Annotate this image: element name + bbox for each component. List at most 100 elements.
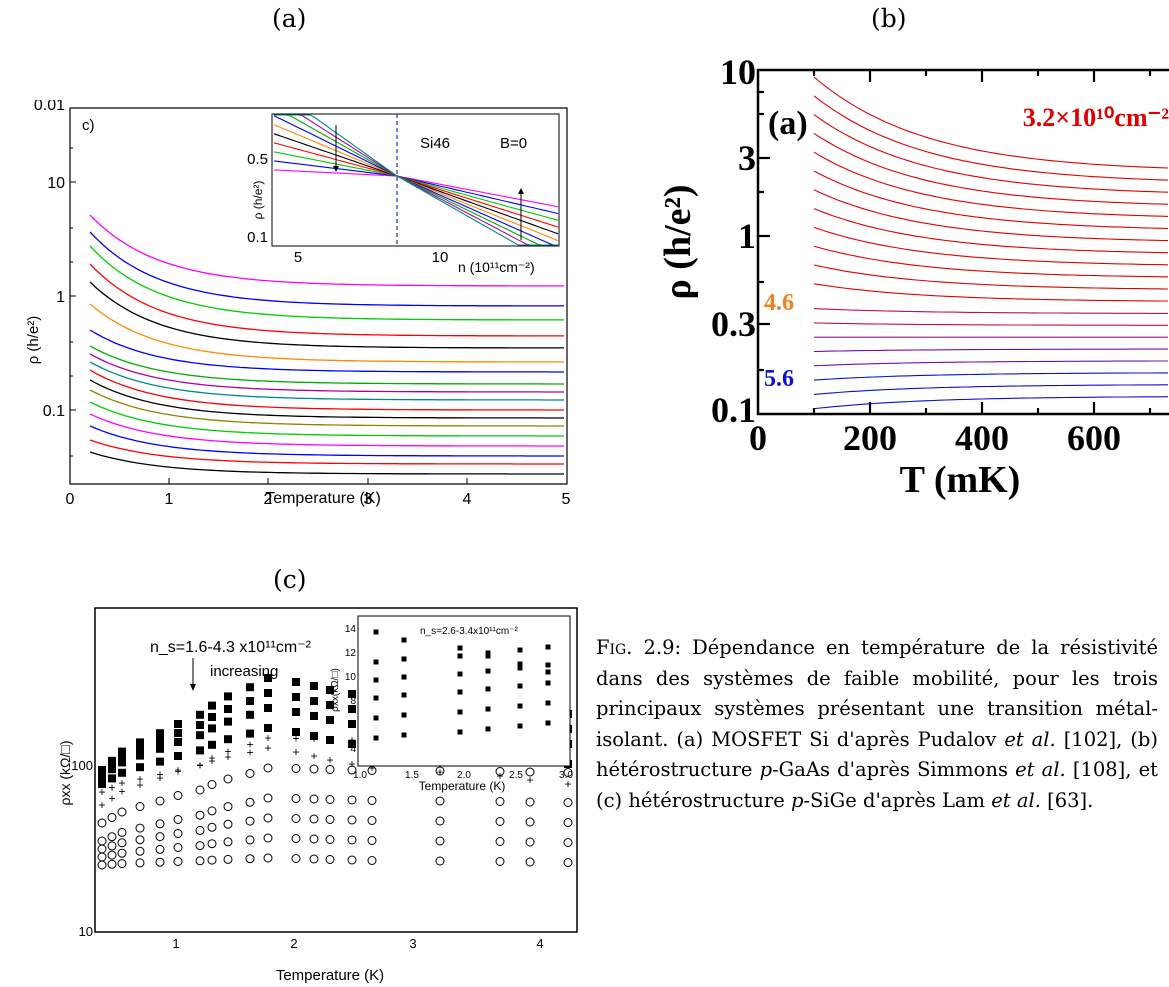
- panel-a-xtick-2: 2: [264, 491, 273, 508]
- panel-c-inset-point: [545, 662, 551, 668]
- panel-a-curve: [89, 379, 564, 419]
- panel-c-inset-point: [457, 689, 463, 695]
- panel-c-point: [435, 856, 445, 866]
- panel-a-curve: [89, 345, 564, 385]
- panel-c-point: +: [292, 732, 299, 746]
- panel-c-point: [173, 815, 183, 824]
- panel-c-inset-ytick-4: 6: [350, 720, 356, 731]
- inset-xlabel: n (10¹¹cm⁻²): [458, 259, 535, 275]
- panel-b-plot: 10 3 1 0.3 0.1 0 200 400 600 T (mK) ρ (h…: [657, 52, 1169, 501]
- panel-c-inset-ylabel: ρxx(kΩ/□): [330, 668, 341, 712]
- panel-c-point: [118, 747, 126, 756]
- panel-c-inset-point: [517, 703, 523, 709]
- panel-c-point: +: [326, 753, 333, 767]
- panel-c-point: [173, 843, 183, 852]
- panel-c-point: +: [108, 781, 115, 795]
- panel-c-point: [98, 772, 106, 780]
- panel-c-point: [563, 858, 573, 867]
- panel-b-ytick-2: 1: [738, 216, 756, 256]
- panel-c-point: [118, 753, 126, 761]
- caption-etal-1: et al.: [1004, 727, 1056, 751]
- panel-a-ytick-2: 1: [56, 289, 65, 306]
- panel-c-point: [292, 693, 300, 701]
- panel-c-point: +: [174, 765, 181, 779]
- panel-a-plot: c) 0.01 10 1 0.1 0 1 2 3 4 5 ρ (h/e²) Si…: [25, 100, 571, 508]
- panel-c-point: [310, 682, 318, 690]
- panel-c-point: [156, 729, 164, 738]
- panel-c-point: [563, 838, 573, 847]
- panel-b-ytick-4: 0.1: [711, 390, 756, 430]
- panel-c-inset-point: [545, 644, 551, 650]
- panel-c-point: [309, 814, 319, 824]
- panel-c-inset-point: [517, 683, 523, 689]
- panel-c-inset-ytick-3: 8: [350, 696, 356, 707]
- panel-c-point: [310, 697, 318, 705]
- panel-c-point: +: [326, 733, 333, 747]
- panel-c-point: [107, 841, 117, 851]
- panel-c-point: [117, 807, 127, 817]
- panel-c-point: [97, 852, 107, 862]
- panel-c-point: [310, 712, 318, 720]
- panel-a-xtick-3: 3: [364, 491, 373, 508]
- panel-b-xlabel: T (mK): [900, 459, 1021, 501]
- panel-c-inset-point: [401, 674, 407, 680]
- panel-b-ylabel: ρ (h/e²): [657, 184, 699, 299]
- panel-c-ytick-1: 10: [79, 924, 93, 939]
- panel-c-point: [309, 854, 319, 864]
- panel-c-point: [155, 832, 165, 842]
- panel-c-point: +: [136, 772, 143, 786]
- panel-c-point: [97, 844, 107, 854]
- panel-c-inset-point: [517, 723, 523, 729]
- panel-c-point: [367, 796, 377, 805]
- panel-c-point: +: [436, 765, 443, 779]
- panel-c-point: [525, 837, 535, 847]
- panel-c-ylabel: ρxx (kΩ/□): [57, 741, 73, 806]
- inset-sample: Si46: [420, 135, 450, 152]
- panel-b-curve: [813, 384, 1168, 395]
- panel-c-point: [107, 813, 117, 822]
- panel-c-inset-point: [545, 669, 551, 675]
- panel-c-point: [246, 729, 254, 738]
- panel-c-point: [174, 752, 182, 760]
- panel-c-point: +: [348, 757, 355, 771]
- panel-c-point: [224, 692, 232, 701]
- panel-b-low-density: 5.6: [764, 366, 794, 392]
- panel-b-curve: [813, 283, 1168, 302]
- caption-etal-2: et al.: [1015, 758, 1066, 781]
- panel-c-point: [348, 740, 356, 748]
- panel-c-point: +: [156, 771, 163, 785]
- panel-c-point: [97, 836, 107, 846]
- panel-a-curve: [89, 389, 564, 427]
- panel-c-point: [525, 797, 535, 807]
- inset-curve: [273, 160, 559, 215]
- panel-c-point: [347, 765, 357, 775]
- panel-c-point: [291, 764, 301, 773]
- caption-text-2: [102], (b) hétérostructure: [596, 727, 1158, 782]
- panel-c-point: [136, 763, 144, 772]
- panel-c-inset-xtick-2: 2.0: [457, 770, 471, 781]
- panel-c-inset-point: [485, 686, 491, 692]
- panel-c-point: [208, 701, 216, 710]
- panel-b-curve: [813, 114, 1169, 193]
- panel-c-point: [325, 765, 335, 774]
- panel-c-point: [263, 833, 273, 843]
- inset-curve: [274, 114, 558, 246]
- panel-c-point: +: [98, 785, 105, 799]
- panel-c-point: +: [208, 754, 215, 768]
- panel-c-point: +: [368, 761, 375, 775]
- panel-c-point: [196, 731, 204, 740]
- panel-c-inset-annotation: n_s=2.6-3.4x10¹¹cm⁻²: [420, 626, 518, 637]
- panel-c-point: +: [526, 773, 533, 787]
- panel-c-point: [196, 721, 204, 729]
- panel-c-point: [173, 829, 183, 838]
- panel-c-point: [135, 823, 145, 833]
- panel-c-point: [156, 744, 164, 753]
- panel-c-inset-ytick-1: 12: [345, 648, 357, 659]
- panel-c-inset-point: [485, 726, 491, 732]
- panel-c-inset-xlabel: Temperature (K): [419, 779, 506, 793]
- panel-c-point: [435, 816, 445, 826]
- panel-c-inset-point: [517, 647, 523, 653]
- panel-c-point: [347, 855, 357, 865]
- panel-b-ytick-0: 10: [720, 52, 756, 92]
- panel-c-point: [326, 701, 334, 709]
